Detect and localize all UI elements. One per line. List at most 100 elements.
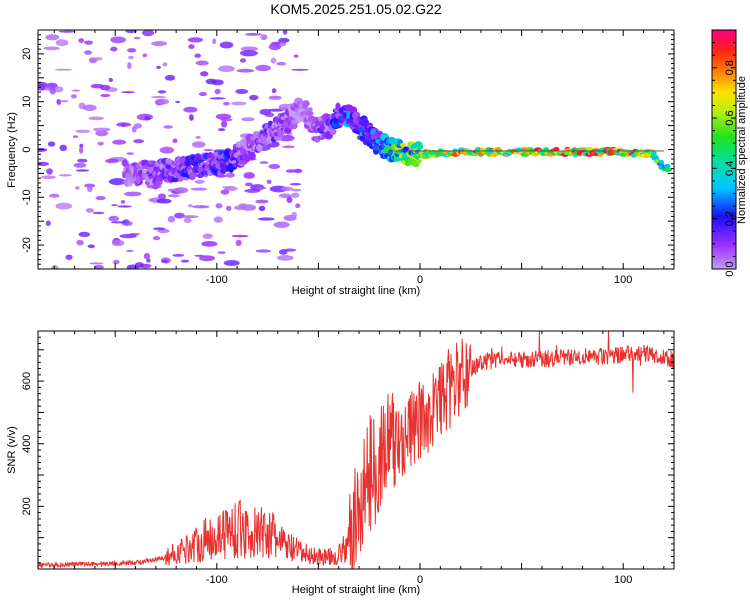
snr-point: [226, 531, 227, 532]
spectral-blob: [329, 128, 337, 136]
noise-blob: [105, 158, 119, 164]
snr-point: [403, 437, 404, 438]
colorbar-tick-label: 0.8: [724, 60, 736, 75]
colorbar-tick-label: 0.4: [724, 161, 736, 176]
noise-blob: [54, 68, 73, 71]
noise-blob: [241, 117, 255, 122]
noise-blob: [189, 114, 194, 121]
noise-blob: [40, 175, 56, 180]
snr-point: [395, 443, 396, 444]
noise-blob: [222, 101, 230, 106]
noise-blob: [239, 49, 258, 57]
noise-blob: [217, 65, 235, 72]
noise-blob: [55, 202, 73, 210]
noise-blob: [87, 244, 95, 249]
noise-blob: [164, 74, 176, 81]
noise-blob: [94, 57, 103, 61]
colorbar-gradient: [712, 30, 736, 269]
noise-blob: [260, 34, 268, 41]
noise-blob: [146, 258, 151, 263]
snr-ylabel: SNR (v/v): [6, 426, 18, 474]
snr-point: [409, 431, 410, 432]
noise-blob: [244, 32, 263, 36]
noise-blob: [214, 88, 221, 95]
spectrogram-marks: [38, 30, 673, 269]
noise-blob: [92, 211, 105, 215]
noise-blob: [153, 227, 166, 231]
noise-blob: [215, 174, 227, 178]
noise-blob: [223, 259, 240, 266]
noise-blob: [174, 212, 185, 219]
noise-blob: [108, 215, 120, 222]
noise-blob: [285, 169, 297, 173]
snr-point: [257, 534, 258, 535]
noise-blob: [131, 126, 137, 133]
noise-blob: [75, 129, 91, 133]
noise-blob: [268, 95, 282, 100]
spectral-blob: [663, 167, 673, 173]
noise-blob: [271, 41, 281, 45]
noise-blob: [112, 139, 127, 145]
noise-blob: [183, 106, 198, 113]
noise-blob: [278, 134, 295, 142]
noise-blob: [293, 168, 303, 174]
spectrogram-xtick-label: 0: [417, 274, 423, 286]
snr-point: [135, 562, 136, 563]
noise-blob: [167, 194, 180, 198]
noise-blob: [100, 93, 111, 98]
noise-blob: [88, 116, 105, 121]
noise-blob: [84, 50, 93, 55]
noise-blob: [126, 152, 134, 155]
spectrogram-ytick-label: -10: [21, 189, 33, 205]
noise-blob: [192, 205, 210, 209]
spectrogram-ytick-label: 20: [21, 48, 33, 60]
snr-point: [419, 421, 420, 422]
noise-blob: [125, 249, 134, 253]
noise-blob: [111, 204, 118, 207]
noise-blob: [163, 125, 174, 129]
spectrogram-xlabel: Height of straight line (km): [292, 285, 420, 297]
snr-point: [267, 531, 268, 532]
colorbar-tick-label: 0.0: [724, 261, 736, 276]
snr-xlabel: Height of straight line (km): [292, 584, 420, 596]
noise-blob: [273, 221, 290, 228]
noise-blob: [295, 203, 301, 209]
snr-point: [354, 525, 355, 526]
snr-point: [541, 359, 542, 360]
snr-point: [460, 377, 461, 378]
noise-blob: [110, 46, 118, 52]
snr-point: [375, 465, 376, 466]
snr-point: [369, 474, 370, 475]
snr-point: [415, 424, 416, 425]
noise-blob: [198, 92, 207, 97]
noise-blob: [291, 68, 309, 71]
noise-blob: [244, 182, 253, 187]
spectral-blob: [239, 159, 248, 165]
snr-point: [379, 459, 380, 460]
snr-point: [582, 355, 583, 356]
noise-blob: [53, 86, 64, 93]
noise-blob: [240, 46, 259, 52]
snr-point: [338, 554, 339, 555]
noise-blob: [283, 248, 297, 252]
spectral-blob: [650, 151, 657, 156]
noise-blob: [217, 251, 226, 255]
noise-blob: [82, 104, 97, 111]
snr-point: [383, 449, 384, 450]
noise-blob: [156, 65, 161, 69]
snr-point: [287, 546, 288, 547]
spectral-blob: [256, 143, 263, 152]
noise-blob: [291, 188, 302, 192]
noise-blob: [121, 91, 136, 94]
snr-point: [216, 534, 217, 535]
noise-blob: [198, 255, 216, 262]
noise-blob: [194, 53, 201, 58]
noise-blob: [259, 160, 269, 165]
noise-blob: [126, 48, 137, 53]
noise-blob: [290, 192, 300, 198]
spectrogram-panel: -100 0 100 -20 -10 0 10 20 Height of str…: [6, 29, 675, 297]
noise-blob: [59, 144, 68, 152]
noise-blob: [249, 94, 259, 101]
snr-point: [196, 543, 197, 544]
